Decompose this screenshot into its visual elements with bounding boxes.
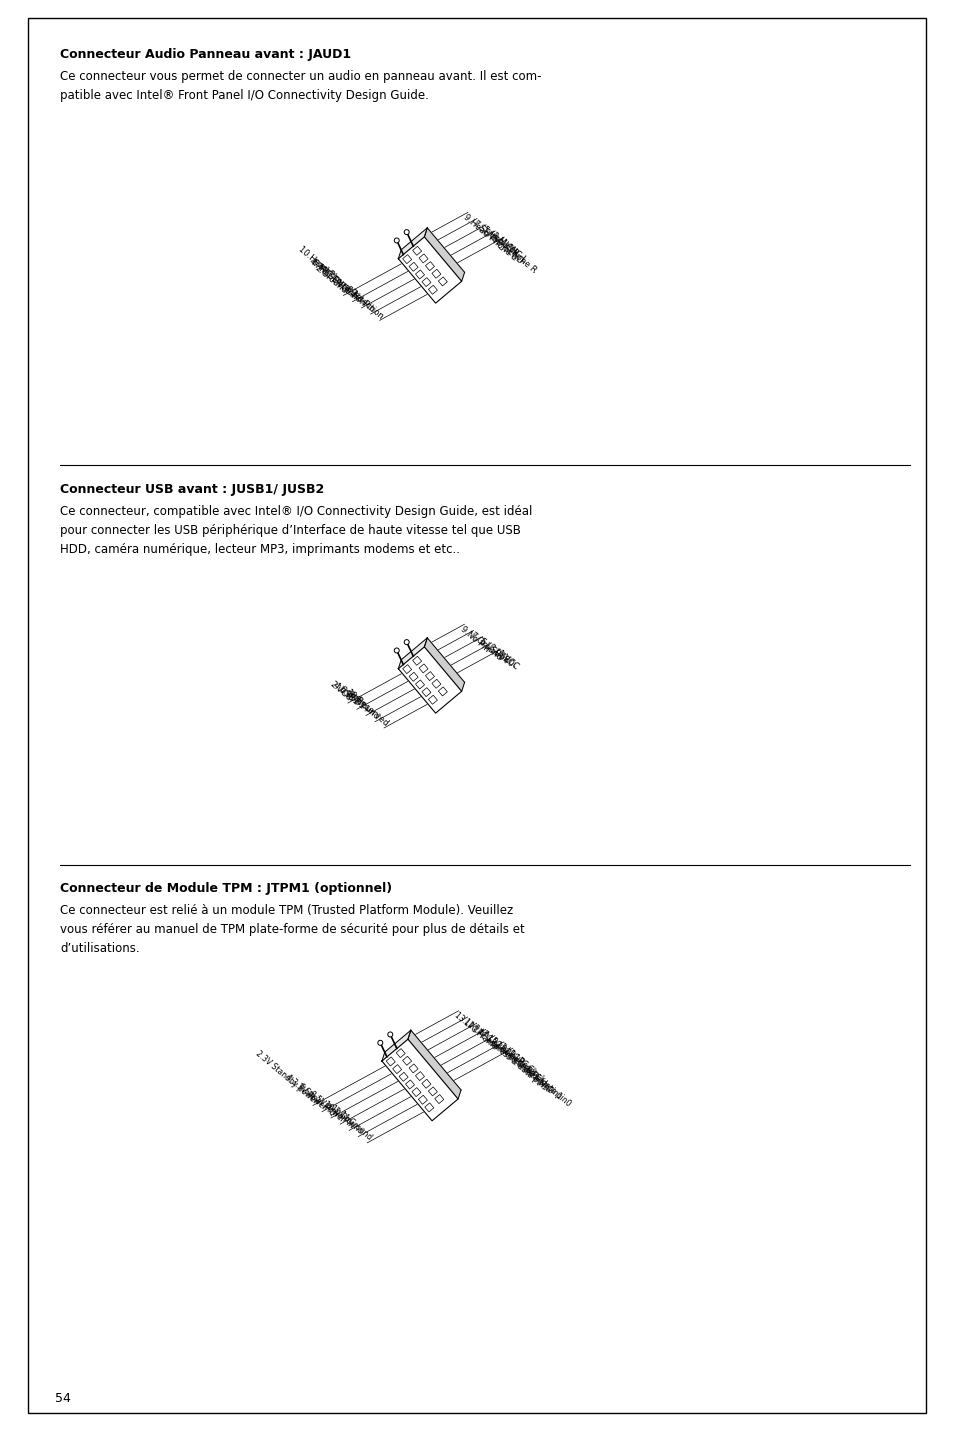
Polygon shape bbox=[398, 238, 461, 303]
Text: 2.3V Standby power: 2.3V Standby power bbox=[253, 1049, 318, 1106]
Polygon shape bbox=[408, 1030, 460, 1099]
Text: Ce connecteur est relié à un module TPM (Trusted Platform Module). Veuillez: Ce connecteur est relié à un module TPM … bbox=[60, 904, 513, 917]
Text: 7.LPC address & data pin1: 7.LPC address & data pin1 bbox=[479, 1029, 563, 1102]
Text: 6.Serial IRQ: 6.Serial IRQ bbox=[296, 1082, 336, 1118]
Text: 4.USB1-: 4.USB1- bbox=[331, 681, 362, 710]
Text: 10.Reserved: 10.Reserved bbox=[343, 687, 390, 728]
Text: 10.No Pin: 10.No Pin bbox=[321, 1100, 355, 1130]
Polygon shape bbox=[432, 269, 440, 278]
Polygon shape bbox=[424, 638, 464, 691]
Polygon shape bbox=[416, 1072, 424, 1080]
Text: 2.VCC: 2.VCC bbox=[328, 680, 354, 703]
Text: 7.SENSE_SEND: 7.SENSE_SEND bbox=[471, 219, 525, 266]
Text: 3.MIC R: 3.MIC R bbox=[489, 230, 519, 259]
Polygon shape bbox=[437, 687, 447, 695]
Polygon shape bbox=[393, 1065, 401, 1073]
Text: 3.LPC Reset: 3.LPC Reset bbox=[497, 1042, 537, 1078]
Polygon shape bbox=[421, 278, 431, 286]
Text: Connecteur de Module TPM : JTPM1 (optionnel): Connecteur de Module TPM : JTPM1 (option… bbox=[60, 881, 392, 894]
Polygon shape bbox=[424, 1103, 434, 1112]
Polygon shape bbox=[409, 262, 417, 272]
Polygon shape bbox=[413, 657, 421, 665]
Text: 4.3.3V Power: 4.3.3V Power bbox=[283, 1073, 328, 1112]
Circle shape bbox=[394, 238, 398, 243]
Polygon shape bbox=[428, 695, 436, 704]
Polygon shape bbox=[437, 278, 447, 286]
Text: 9.LPC address & data pin2: 9.LPC address & data pin2 bbox=[471, 1023, 554, 1095]
Text: 1.LPC Clock: 1.LPC Clock bbox=[507, 1047, 546, 1083]
Polygon shape bbox=[432, 680, 440, 688]
Text: 10.Head Phone Detection: 10.Head Phone Detection bbox=[296, 245, 385, 321]
Circle shape bbox=[387, 1032, 393, 1037]
Text: 11.LPC address & data pin3: 11.LPC address & data pin3 bbox=[461, 1017, 548, 1092]
Polygon shape bbox=[428, 1088, 436, 1096]
Text: 5.LPC address & data pin0: 5.LPC address & data pin0 bbox=[489, 1036, 572, 1108]
Polygon shape bbox=[413, 246, 421, 255]
Polygon shape bbox=[398, 638, 427, 668]
Polygon shape bbox=[398, 1072, 408, 1082]
Polygon shape bbox=[398, 647, 461, 713]
Text: Connecteur Audio Panneau avant : JAUD1: Connecteur Audio Panneau avant : JAUD1 bbox=[60, 49, 351, 62]
Polygon shape bbox=[409, 1063, 417, 1073]
Text: Ce connecteur, compatible avec Intel® I/O Connectivity Design Guide, est idéal: Ce connecteur, compatible avec Intel® I/… bbox=[60, 505, 532, 518]
Circle shape bbox=[377, 1040, 382, 1045]
Polygon shape bbox=[395, 1049, 405, 1058]
Text: 5.USB0+: 5.USB0+ bbox=[476, 637, 511, 667]
Polygon shape bbox=[428, 285, 436, 295]
Text: patible avec Intel® Front Panel I/O Connectivity Design Guide.: patible avec Intel® Front Panel I/O Conn… bbox=[60, 89, 429, 102]
Polygon shape bbox=[435, 1095, 443, 1103]
Polygon shape bbox=[416, 270, 424, 279]
Text: 1.MIC L: 1.MIC L bbox=[497, 238, 527, 263]
Polygon shape bbox=[418, 1095, 427, 1105]
Text: 8.No Pin: 8.No Pin bbox=[343, 285, 376, 315]
Text: d’utilisations.: d’utilisations. bbox=[60, 942, 139, 954]
Circle shape bbox=[394, 648, 398, 653]
Polygon shape bbox=[425, 671, 434, 681]
Polygon shape bbox=[402, 1056, 411, 1065]
Text: 12.Ground: 12.Ground bbox=[327, 1103, 364, 1136]
Text: 6.MIC Detection: 6.MIC Detection bbox=[310, 258, 367, 308]
Polygon shape bbox=[402, 664, 412, 674]
Polygon shape bbox=[418, 253, 428, 263]
Text: 54: 54 bbox=[55, 1392, 71, 1405]
Text: vous référer au manuel de TPM plate-forme de sécurité pour plus de détails et: vous référer au manuel de TPM plate-form… bbox=[60, 923, 524, 936]
Text: 8.5V Power: 8.5V Power bbox=[307, 1090, 346, 1125]
Text: 2.Ground: 2.Ground bbox=[314, 263, 349, 295]
Text: 3.USB0-: 3.USB0- bbox=[485, 643, 517, 671]
Circle shape bbox=[404, 229, 409, 235]
Text: 14.Ground: 14.Ground bbox=[336, 1110, 373, 1143]
Polygon shape bbox=[412, 1088, 420, 1096]
Text: Ce connecteur vous permet de connecter un audio en panneau avant. Il est com-: Ce connecteur vous permet de connecter u… bbox=[60, 70, 541, 83]
Polygon shape bbox=[386, 1058, 395, 1066]
Text: pour connecter les USB périphérique d’Interface de haute vitesse tel que USB: pour connecter les USB périphérique d’In… bbox=[60, 524, 520, 537]
Circle shape bbox=[404, 640, 409, 644]
Text: 7.Ground: 7.Ground bbox=[467, 631, 503, 663]
Polygon shape bbox=[402, 255, 412, 263]
Text: 9.Head Phone L: 9.Head Phone L bbox=[461, 212, 518, 262]
Polygon shape bbox=[416, 680, 424, 688]
Text: HDD, caméra numérique, lecteur MP3, imprimants modems et etc..: HDD, caméra numérique, lecteur MP3, impr… bbox=[60, 542, 459, 557]
Polygon shape bbox=[421, 688, 431, 697]
Text: 4.PRESENCE#: 4.PRESENCE# bbox=[307, 256, 358, 302]
Polygon shape bbox=[398, 228, 427, 259]
Polygon shape bbox=[424, 228, 464, 282]
Text: Connecteur USB avant : JUSB1/ JUSB2: Connecteur USB avant : JUSB1/ JUSB2 bbox=[60, 484, 324, 497]
Polygon shape bbox=[425, 262, 434, 270]
Text: 1.VCC: 1.VCC bbox=[495, 650, 519, 673]
Polygon shape bbox=[418, 664, 428, 673]
Polygon shape bbox=[421, 1079, 431, 1088]
Polygon shape bbox=[381, 1030, 411, 1060]
Text: 8.Ground: 8.Ground bbox=[345, 690, 380, 721]
Text: 13.LPC Frame: 13.LPC Frame bbox=[453, 1010, 498, 1052]
Text: 5.Head Phone R: 5.Head Phone R bbox=[479, 225, 537, 275]
Polygon shape bbox=[409, 673, 417, 681]
Text: 9.No Pin: 9.No Pin bbox=[458, 624, 491, 654]
Polygon shape bbox=[381, 1039, 457, 1120]
Polygon shape bbox=[405, 1080, 415, 1089]
Text: 6.USB1+: 6.USB1+ bbox=[337, 684, 372, 716]
